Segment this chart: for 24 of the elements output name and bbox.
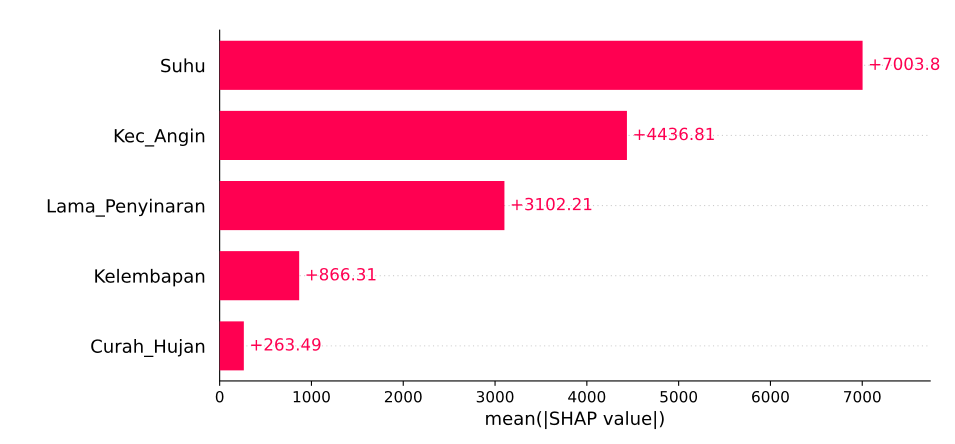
data-label: +3102.21: [512, 198, 592, 210]
bar: [220, 321, 244, 370]
y-tick-label: Kec_Angin: [114, 128, 204, 147]
bar: [220, 40, 863, 90]
data-label: +4436.81: [634, 128, 714, 140]
x-tick-label: 7000: [844, 390, 881, 402]
x-tick-label: 4000: [568, 390, 606, 402]
y-tick-label: Suhu: [161, 58, 204, 72]
bar: [220, 110, 627, 160]
y-tick-label: Curah_Hujan: [91, 339, 204, 357]
data-label: +263.49: [251, 338, 321, 351]
data-label: +866.31: [306, 268, 376, 281]
y-tick-label: Kelembapan: [95, 268, 204, 286]
data-label: +7003.8: [870, 57, 940, 70]
bar: [220, 251, 300, 300]
x-axis-title: mean(|SHAP value|): [486, 411, 664, 430]
x-tick-label: 3000: [476, 390, 514, 402]
bar: [220, 181, 504, 230]
x-tick-label: 5000: [660, 390, 698, 402]
y-tick-label: Lama_Penyinaran: [48, 198, 204, 217]
x-tick-label: 2000: [384, 390, 422, 402]
x-tick-label: 1000: [294, 390, 330, 402]
x-tick-label: 6000: [752, 390, 789, 402]
x-tick-label: 0: [216, 390, 224, 402]
